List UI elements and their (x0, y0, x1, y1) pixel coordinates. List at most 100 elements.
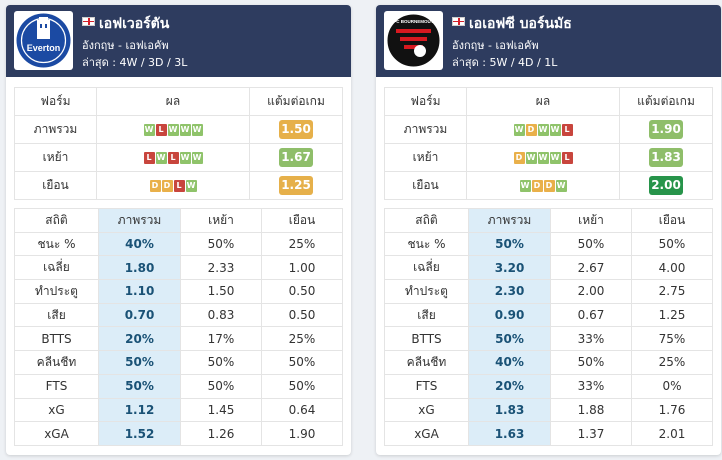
result-badge: W (155, 152, 167, 164)
away-value: 50% (261, 373, 343, 399)
home-value: 50% (180, 373, 262, 399)
form-row-label: เยือน (384, 171, 467, 200)
result-badge: D (525, 124, 537, 136)
stats-table: สถิติ ภาพรวม เหย้า เยือน ชนะ % 50% 50% 50% เ… (384, 208, 713, 446)
stats-row: เสีย 0.90 0.67 1.25 (384, 302, 713, 328)
stats-row-label: FTS (384, 373, 469, 399)
stats-row: xGA 1.52 1.26 1.90 (14, 421, 343, 446)
overall-value: 1.83 (468, 397, 551, 423)
stats-col-header: สถิติ (384, 208, 469, 233)
stats-row-label: ทำประตู (384, 279, 469, 304)
team-header: Everton เอฟเวอร์ตัน อังกฤษ - เอฟเอคัพ ล่… (6, 5, 351, 77)
crest-text: AFC BOURNEMOUTH (390, 19, 437, 24)
result-col-header: ผล (96, 87, 250, 116)
home-value: 1.88 (550, 397, 632, 423)
result-badge: W (143, 124, 155, 136)
stats-row-label: xGA (384, 421, 469, 446)
stats-row-label: เฉลี่ย (14, 255, 99, 281)
stats-row: คลีนชีท 50% 50% 50% (14, 350, 343, 375)
result-badge: W (537, 152, 549, 164)
home-value: 1.26 (180, 421, 262, 446)
england-flag-icon (452, 17, 465, 26)
overall-value: 3.20 (468, 255, 551, 281)
home-value: 50% (180, 231, 262, 257)
team-league: อังกฤษ - เอฟเอคัพ (82, 39, 169, 52)
away-value: 1.00 (261, 255, 343, 281)
home-value: 33% (550, 326, 632, 352)
away-value: 0.64 (261, 397, 343, 423)
form-row-label: ภาพรวม (14, 115, 97, 144)
stats-row: คลีนชีท 40% 50% 25% (384, 350, 713, 375)
home-value: 50% (180, 350, 262, 375)
overall-value: 50% (468, 326, 551, 352)
away-value: 2.01 (631, 421, 713, 446)
away-value: 50% (631, 231, 713, 257)
result-badge: D (149, 180, 161, 192)
home-value: 1.50 (180, 279, 262, 304)
result-badge: L (173, 180, 185, 192)
stats-row-label: BTTS (384, 326, 469, 352)
overall-value: 50% (468, 231, 551, 257)
form-row-label: เหย้า (14, 143, 97, 172)
result-badge: W (179, 152, 191, 164)
home-value: 1.45 (180, 397, 262, 423)
overall-value: 1.52 (98, 421, 181, 446)
team-recent-record: ล่าสุด : 5W / 4D / 1L (452, 56, 558, 69)
home-col-header: เหย้า (180, 208, 262, 233)
result-badge: D (161, 180, 173, 192)
overall-col-header: ภาพรวม (468, 208, 551, 233)
home-value: 1.37 (550, 421, 632, 446)
overall-value: 1.12 (98, 397, 181, 423)
ppg-badge: 1.50 (279, 120, 313, 139)
result-badge: W (525, 152, 537, 164)
away-value: 1.76 (631, 397, 713, 423)
result-badge: D (513, 152, 525, 164)
overall-value: 20% (468, 373, 551, 399)
away-col-header: เยือน (261, 208, 343, 233)
ppg-badge: 2.00 (649, 176, 683, 195)
result-badge: W (191, 152, 203, 164)
result-badge: W (537, 124, 549, 136)
result-badge: W (185, 180, 197, 192)
result-badge: W (555, 180, 567, 192)
bournemouth-crest-icon[interactable]: AFC BOURNEMOUTH (384, 11, 443, 70)
overall-col-header: ภาพรวม (98, 208, 181, 233)
overall-value: 1.10 (98, 279, 181, 304)
result-badge: D (543, 180, 555, 192)
home-value: 17% (180, 326, 262, 352)
away-value: 50% (261, 350, 343, 375)
ppg-badge: 1.67 (279, 148, 313, 167)
stats-col-header: สถิติ (14, 208, 99, 233)
overall-value: 50% (98, 350, 181, 375)
home-value: 50% (550, 350, 632, 375)
team-name[interactable]: เอฟเวอร์ตัน (99, 16, 170, 32)
away-value: 0.50 (261, 302, 343, 328)
home-value: 2.00 (550, 279, 632, 304)
stats-row-label: เสีย (384, 302, 469, 328)
stats-row: xG 1.12 1.45 0.64 (14, 397, 343, 423)
away-value: 1.90 (261, 421, 343, 446)
away-value: 25% (261, 326, 343, 352)
stats-row: FTS 50% 50% 50% (14, 373, 343, 399)
team-recent-record: ล่าสุด : 4W / 3D / 3L (82, 56, 188, 69)
form-col-header: ฟอร์ม (384, 87, 467, 116)
stats-row: เฉลี่ย 3.20 2.67 4.00 (384, 255, 713, 281)
away-value: 1.25 (631, 302, 713, 328)
overall-value: 0.90 (468, 302, 551, 328)
stats-row-label: ชนะ % (384, 231, 469, 257)
stats-row: xGA 1.63 1.37 2.01 (384, 421, 713, 446)
team-name[interactable]: เอเอฟซี บอร์นมัธ (469, 16, 572, 32)
stats-row-label: BTTS (14, 326, 99, 352)
stats-row-label: ชนะ % (14, 231, 99, 257)
home-col-header: เหย้า (550, 208, 632, 233)
away-value: 25% (261, 231, 343, 257)
everton-crest-icon[interactable]: Everton (14, 11, 73, 70)
stats-row: เสีย 0.70 0.83 0.50 (14, 302, 343, 328)
stats-row: FTS 20% 33% 0% (384, 373, 713, 399)
